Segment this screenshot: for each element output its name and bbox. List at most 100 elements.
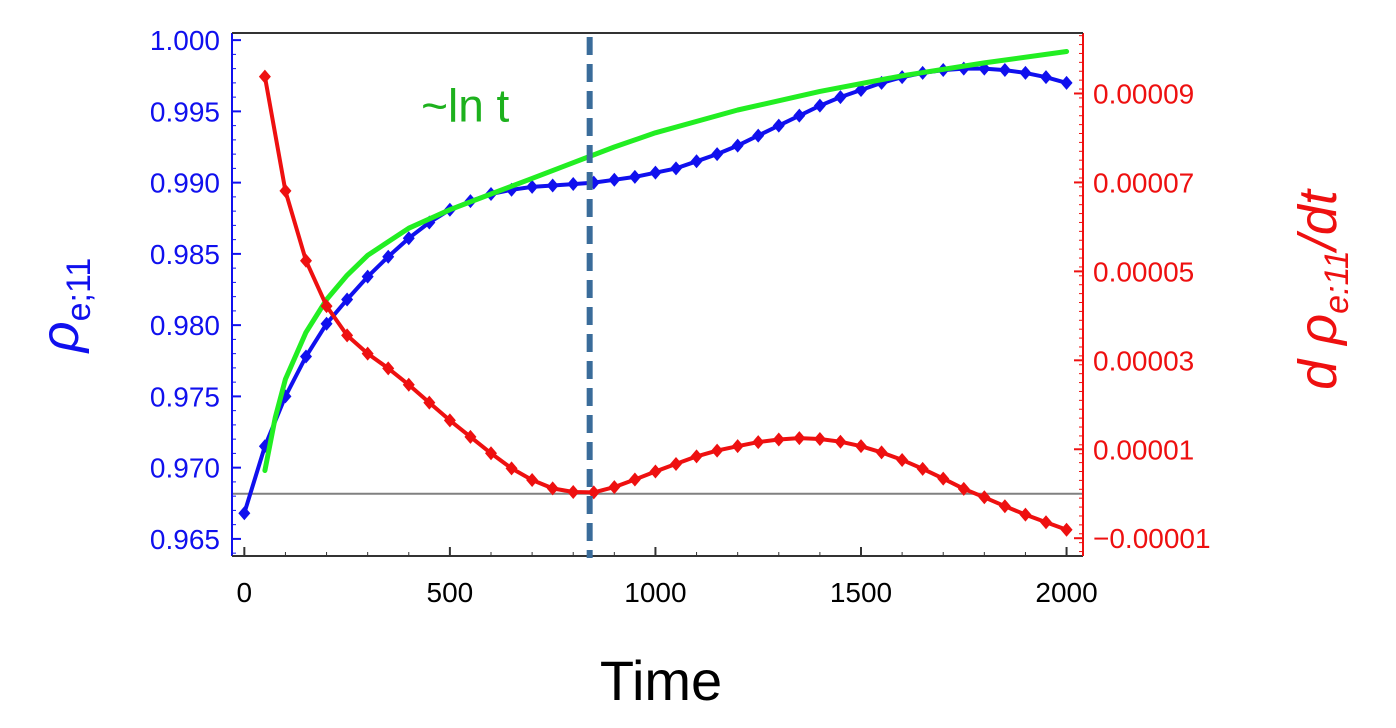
derivative-point <box>628 472 641 487</box>
derivative-point <box>320 299 333 314</box>
right-tick-label: 0.00009 <box>1093 78 1194 109</box>
derivative-point <box>361 346 374 361</box>
derivative-point <box>1060 522 1073 537</box>
population-point <box>1040 70 1052 85</box>
population-point <box>382 249 395 264</box>
derivative-point <box>402 377 415 392</box>
derivative-point <box>916 461 929 476</box>
derivative-point <box>464 429 477 444</box>
derivative-point <box>608 480 621 495</box>
population-point <box>238 506 251 521</box>
derivative-point <box>896 452 909 467</box>
right-axis-title-suffix: /dt <box>1288 188 1348 254</box>
derivative-point <box>793 431 806 446</box>
derivative-point <box>752 435 765 450</box>
right-tick-label: 0.00003 <box>1093 345 1194 376</box>
x-axis-title: Time <box>600 649 722 712</box>
derivative-point <box>937 471 950 486</box>
left-tick-label: 1.000 <box>150 25 220 56</box>
population-point <box>690 154 703 169</box>
population-point <box>628 169 641 184</box>
left-axis-title-symbol: ρ <box>30 321 90 354</box>
x-tick-label: 0 <box>237 577 253 608</box>
left-tick-label: 0.985 <box>150 239 220 270</box>
derivative-point <box>998 499 1011 514</box>
population-point <box>670 161 682 176</box>
population-point <box>752 128 765 143</box>
population-point <box>649 165 662 180</box>
population-point <box>711 147 724 162</box>
population-point <box>1019 65 1032 80</box>
derivative-series-line <box>262 74 1069 532</box>
derivative-point <box>813 432 826 447</box>
right-tick-label: 0.00001 <box>1093 434 1194 465</box>
derivative-point <box>957 481 970 496</box>
population-point <box>567 177 580 192</box>
derivative-point <box>834 434 847 449</box>
left-axis-title: ρe;11 <box>30 258 98 355</box>
plot-frame <box>231 32 1084 557</box>
derivative-point <box>382 361 395 376</box>
derivative-point <box>567 484 580 499</box>
derivative-point <box>505 461 518 476</box>
derivative-point <box>875 445 888 460</box>
population-point <box>813 98 826 113</box>
derivative-point <box>731 439 744 454</box>
left-tick-label: 0.970 <box>150 453 220 484</box>
left-tick-label: 0.965 <box>150 524 220 555</box>
derivative-point <box>443 413 456 428</box>
derivative-point <box>279 183 292 198</box>
derivative-point <box>670 456 682 471</box>
ln-fit-series-line <box>262 49 1070 473</box>
derivative-point <box>587 485 600 500</box>
derivative-point <box>341 328 354 343</box>
population-point <box>320 316 333 331</box>
series-layer <box>232 49 1083 537</box>
derivative-point <box>649 464 662 479</box>
population-point <box>300 349 312 364</box>
derivative-point <box>1040 515 1052 530</box>
derivative-point <box>258 69 271 84</box>
derivative-point <box>690 449 703 464</box>
tick-layer: 0.965 0.970 0.975 0.980 0.985 0.990 0.995 1.000… <box>150 25 1211 608</box>
left-tick-label: 0.990 <box>150 168 220 199</box>
derivative-point <box>526 472 539 487</box>
population-point <box>731 138 744 153</box>
population-point <box>608 172 621 187</box>
x-tick-label: 500 <box>427 577 474 608</box>
population-point <box>772 118 785 133</box>
x-tick-label: 1500 <box>830 577 892 608</box>
right-tick-label: 0.00007 <box>1093 167 1194 198</box>
population-point <box>793 108 806 123</box>
population-point <box>998 63 1011 78</box>
left-axis-title-subscript: e;11 <box>60 258 98 322</box>
population-point <box>341 292 354 307</box>
derivative-point <box>300 253 312 268</box>
left-tick-label: 0.980 <box>150 310 220 341</box>
derivative-point <box>711 443 724 458</box>
population-point <box>834 90 847 105</box>
right-tick-label: −0.00001 <box>1093 523 1211 554</box>
derivative-point <box>978 490 991 505</box>
population-point <box>546 178 559 193</box>
x-tick-label: 2000 <box>1035 577 1097 608</box>
population-point <box>402 231 415 246</box>
population-point <box>526 179 539 194</box>
right-axis-title-prefix: d <box>1288 345 1348 390</box>
annotation-ln-t: ~ln t <box>421 79 509 131</box>
left-tick-label: 0.975 <box>150 381 220 412</box>
derivative-point <box>485 446 497 461</box>
derivative-point <box>772 432 785 447</box>
right-axis-title-symbol: ρ <box>1288 314 1348 347</box>
derivative-point <box>423 395 436 410</box>
derivative-point <box>546 481 559 496</box>
population-point <box>1060 75 1073 90</box>
left-tick-label: 0.995 <box>150 96 220 127</box>
derivative-point <box>1019 507 1032 522</box>
right-axis-title: d ρe:11/dt <box>1288 188 1356 390</box>
right-axis-title-subscript: e:11 <box>1318 250 1356 314</box>
x-tick-label: 1000 <box>624 577 686 608</box>
derivative-point <box>855 439 867 454</box>
population-point <box>361 269 374 284</box>
